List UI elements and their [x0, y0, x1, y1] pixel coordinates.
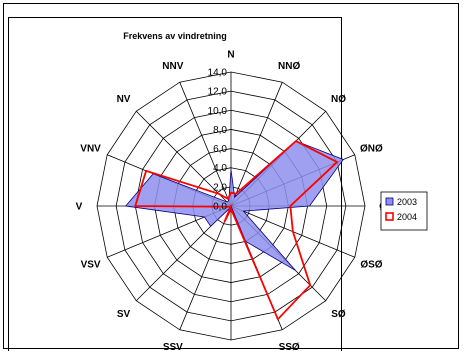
direction-label: VSV: [81, 260, 101, 271]
legend: 2003 2004: [380, 191, 428, 231]
grid-spoke: [135, 110, 232, 207]
direction-label: ØSØ: [360, 260, 382, 271]
direction-label: N: [227, 50, 234, 61]
radial-tick-label: 8,0: [213, 125, 227, 136]
direction-label: NV: [117, 94, 131, 105]
direction-label: SØ: [331, 309, 346, 320]
legend-label: 2004: [397, 212, 417, 222]
direction-label: ØNØ: [360, 143, 383, 154]
grid-spoke: [179, 82, 232, 207]
chart-title: Frekvens av vindretning: [123, 31, 227, 41]
radial-tick-label: 4,0: [213, 163, 227, 174]
radial-tick-label: 10,0: [208, 106, 228, 117]
legend-label: 2003: [397, 197, 417, 207]
radial-tick-label: 6,0: [213, 144, 227, 155]
series-layer: [124, 139, 344, 321]
direction-labels: NNNØNØØNØØØSØSØSSØSSSVSVVSVVVNVNVNNV: [76, 50, 387, 351]
legend-swatch: [385, 212, 394, 221]
direction-label: V: [76, 202, 83, 213]
radial-tick-label: 2,0: [213, 182, 227, 193]
direction-label: NNØ: [278, 61, 300, 72]
direction-label: VNV: [80, 143, 101, 154]
radial-tick-label: 12,0: [208, 87, 228, 98]
radial-tick-label: 0,0: [213, 202, 227, 213]
direction-label: SSV: [163, 342, 183, 351]
radial-tick-label: 14,0: [208, 68, 228, 79]
radial-axis-ticks: 0,0 2,0 4,0 6,0 8,0 10,0 12,0 14,0: [208, 68, 228, 213]
direction-label: SSØ: [279, 342, 300, 351]
direction-label: SV: [117, 309, 131, 320]
grid-spoke: [179, 205, 232, 330]
direction-label: NNV: [162, 61, 183, 72]
series-2004: [134, 139, 339, 321]
legend-swatch: [385, 197, 394, 206]
grid-spoke: [230, 82, 283, 207]
direction-label: NØ: [331, 94, 346, 105]
